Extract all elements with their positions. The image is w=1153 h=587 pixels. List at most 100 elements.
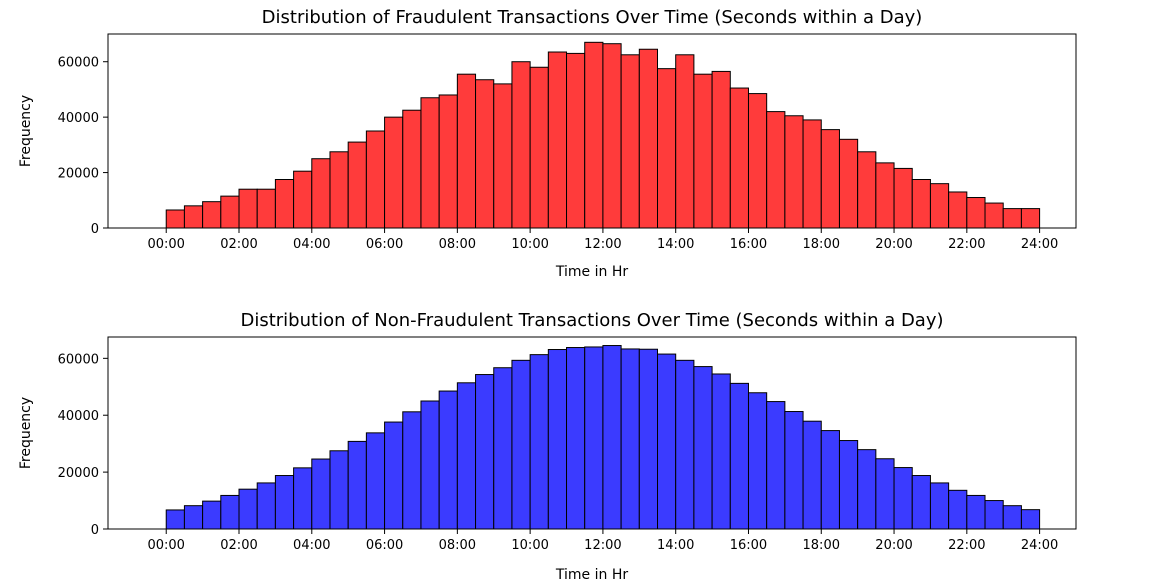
chart2-bar: [784, 411, 804, 530]
chart2-bar: [329, 450, 349, 530]
chart2-x-tick-label: 08:00: [439, 538, 476, 553]
chart2-bar: [948, 489, 968, 530]
chart1-bar: [475, 79, 495, 229]
chart2-bar: [820, 430, 840, 530]
chart2-x-tick-label: 02:00: [220, 538, 257, 553]
chart1-bar: [602, 43, 622, 229]
chart2-x-tick-label: 12:00: [584, 538, 621, 553]
chart1-y-axis-label: Frequency: [18, 95, 34, 167]
chart1-y-tick-label: 40000: [58, 111, 99, 126]
chart1-x-tick-label: 08:00: [439, 237, 476, 252]
chart1-bar: [566, 52, 586, 229]
chart1-bar: [948, 191, 968, 229]
chart1-x-tick-label: 02:00: [220, 237, 257, 252]
chart1-bar: [893, 167, 913, 229]
chart1-bar: [165, 209, 185, 229]
chart2-x-tick-label: 18:00: [803, 538, 840, 553]
chart2-bar: [729, 382, 749, 530]
chart2-bar: [456, 382, 477, 530]
chart2-bar: [766, 401, 786, 530]
chart1-bar: [456, 73, 477, 229]
chart1-x-tick-label: 12:00: [584, 237, 621, 252]
chart1-bar: [802, 119, 822, 229]
chart2-plot-frame: [107, 336, 1077, 530]
chart1-bar: [384, 116, 404, 229]
chart1-bar: [766, 111, 786, 229]
chart1-bar: [547, 51, 568, 229]
chart1-bar: [820, 129, 840, 229]
chart1-bar: [693, 73, 713, 229]
chart2-bar: [857, 449, 877, 530]
chart1-bar: [729, 87, 749, 229]
chart2-y-axis-label: Frequency: [18, 397, 34, 469]
chart1-bar: [984, 202, 1004, 229]
chart1-bar: [1020, 208, 1041, 229]
chart1-bar: [365, 130, 386, 229]
chart2-bar: [802, 420, 822, 530]
chart2-x-tick-label: 10:00: [511, 538, 548, 553]
chart1-bar: [584, 41, 604, 229]
chart1-bar: [256, 188, 276, 229]
chart2-bar: [256, 482, 276, 530]
chart2-bar: [1020, 509, 1041, 530]
chart2-bar: [529, 354, 549, 530]
chart1-bar: [638, 48, 659, 229]
chart1-bar: [529, 66, 549, 229]
chart2-y-tick-label: 20000: [58, 466, 99, 481]
chart2-y-tick-label: 0: [91, 523, 99, 538]
chart1-bar: [620, 54, 640, 229]
chart1-x-tick-label: 06:00: [366, 237, 403, 252]
chart2-bar: [420, 400, 440, 530]
chart2-bar: [911, 475, 931, 530]
chart1-bar: [857, 151, 877, 229]
chart1-x-tick-label: 20:00: [875, 237, 912, 252]
chart2-bar: [511, 359, 531, 530]
chart2-bar: [929, 482, 950, 530]
chart2-bar: [893, 467, 913, 530]
chart1-bar: [675, 54, 695, 229]
chart1-x-tick-label: 10:00: [511, 237, 548, 252]
chart2-bar: [238, 488, 258, 530]
chart2-bar: [584, 346, 604, 530]
chart1-title: Distribution of Fraudulent Transactions …: [262, 7, 923, 28]
chart1-bar: [911, 179, 931, 229]
chart2-bar: [438, 390, 458, 530]
chart2-x-tick-label: 14:00: [657, 538, 694, 553]
chart1-bar: [274, 179, 295, 229]
chart1-bar: [183, 205, 204, 229]
chart1-bar: [838, 138, 859, 229]
chart2-bar: [220, 494, 240, 530]
chart2-bar: [875, 458, 895, 530]
chart2-bar: [547, 349, 568, 530]
chart2-bar: [183, 505, 204, 530]
chart1-bar: [747, 93, 768, 229]
chart2-y-tick-label: 60000: [58, 352, 99, 367]
chart1-bar: [657, 68, 677, 229]
chart1-bar: [511, 61, 531, 229]
chart2-bar: [711, 373, 731, 530]
chart2-bar: [620, 348, 640, 530]
chart2-x-tick-label: 22:00: [948, 538, 985, 553]
chart1-bar: [966, 197, 986, 229]
chart2-bar: [838, 440, 859, 530]
chart1-x-tick-label: 14:00: [657, 237, 694, 252]
chart2-bar: [165, 509, 185, 530]
chart1-y-tick-label: 0: [91, 222, 99, 237]
chart2-bar: [202, 500, 222, 530]
chart2-x-tick-label: 00:00: [147, 538, 184, 553]
chart2-bar: [475, 374, 495, 530]
chart1-bar: [493, 83, 513, 229]
chart2-bar: [311, 458, 331, 530]
chart1-bar: [329, 151, 349, 229]
chart1-plot-frame: [107, 33, 1077, 229]
chart1-x-tick-label: 16:00: [730, 237, 767, 252]
chart2-bar: [566, 347, 586, 530]
chart2-x-axis-label: Time in Hr: [555, 567, 628, 583]
chart1-bar: [311, 158, 331, 229]
chart1-bar: [402, 109, 422, 229]
chart1-bar: [438, 94, 458, 229]
chart1-bar: [238, 188, 258, 229]
chart1-x-axis-label: Time in Hr: [555, 264, 628, 280]
chart2-bar: [657, 353, 677, 530]
chart2-bar: [1002, 505, 1022, 530]
